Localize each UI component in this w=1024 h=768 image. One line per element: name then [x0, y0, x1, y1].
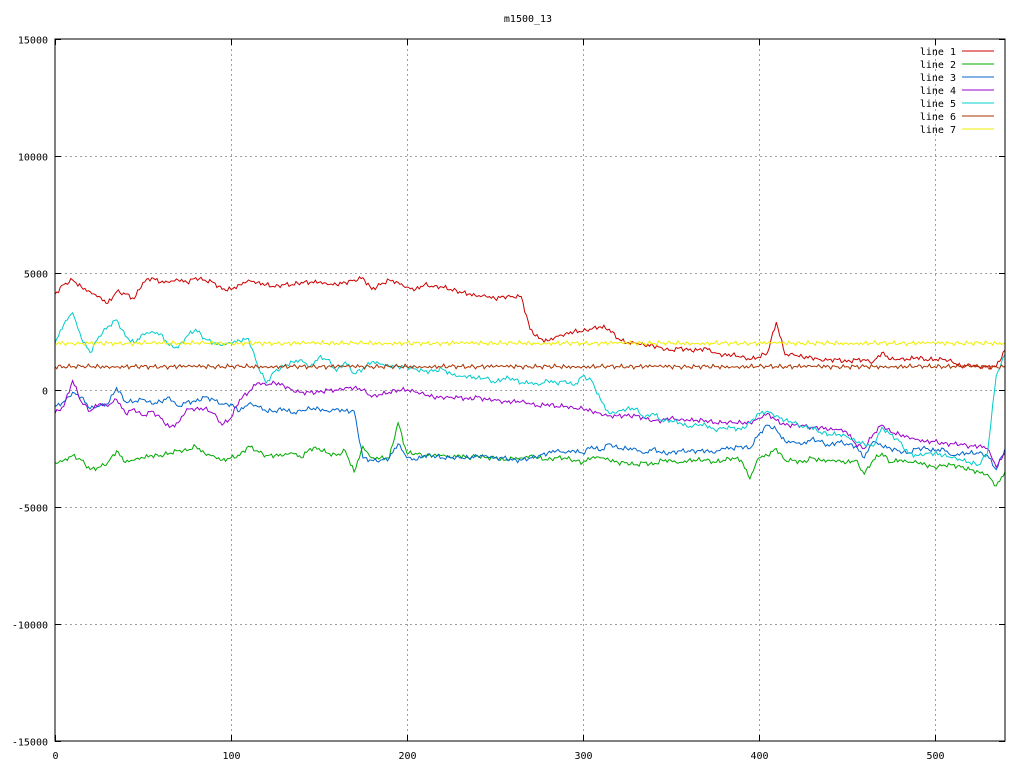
gridlines	[55, 39, 1005, 741]
legend-label: line 4	[920, 86, 956, 97]
x-tick-label: 400	[750, 751, 768, 762]
x-tick-label: 100	[222, 751, 240, 762]
legend-label: line 1	[920, 47, 956, 58]
x-tick-label: 200	[398, 751, 416, 762]
series-line-1	[54, 275, 1006, 371]
y-tick-label: 5000	[24, 270, 48, 281]
series-lines	[54, 275, 1006, 487]
series-line-3	[54, 386, 1006, 471]
legend-label: line 2	[920, 60, 956, 71]
legend: line 1 line 2 line 3 line 4 line 5 line 6 line…	[920, 47, 994, 136]
x-tick-label: 0	[52, 751, 58, 762]
series-line-4	[54, 379, 1006, 469]
y-tick-label: 15000	[18, 36, 48, 47]
y-tick-label: 10000	[18, 153, 48, 164]
legend-label: line 3	[920, 73, 956, 84]
series-line-6	[54, 363, 1006, 371]
y-tick-label: -15000	[12, 738, 48, 749]
y-tick-label: -10000	[12, 621, 48, 632]
series-line-2	[54, 421, 1006, 487]
legend-label: line 7	[920, 125, 956, 136]
axis-ticks: -15000 -10000 -5000 0 5000 10000 15000 0 100 200 3…	[12, 36, 1005, 762]
x-tick-label: 300	[574, 751, 592, 762]
x-tick-label: 500	[926, 751, 944, 762]
legend-label: line 6	[920, 112, 956, 123]
chart-title: m1500_13	[504, 14, 552, 25]
legend-label: line 5	[920, 99, 956, 110]
series-line-7	[54, 339, 1006, 347]
y-tick-label: 0	[42, 387, 48, 398]
y-tick-label: -5000	[18, 504, 48, 515]
